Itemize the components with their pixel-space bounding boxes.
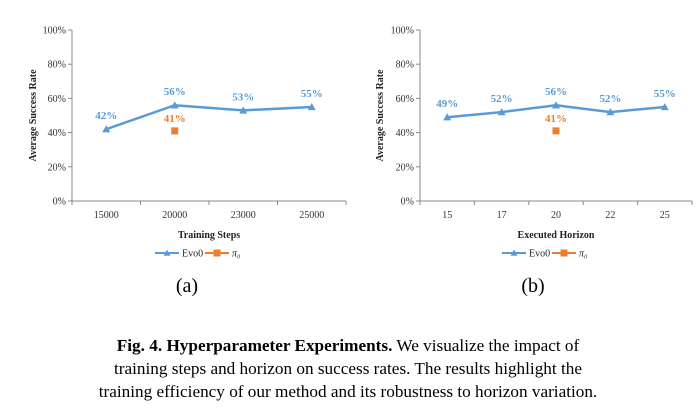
evo0-data-label: 42%: [95, 110, 117, 122]
x-axis-title: Training Steps: [178, 230, 240, 241]
x-tick-label: 22: [605, 210, 615, 221]
y-tick-label: 0%: [401, 197, 414, 208]
evo0-data-label: 49%: [436, 98, 458, 110]
evo0-data-label: 52%: [599, 93, 621, 105]
pi0-point: [171, 127, 179, 135]
evo0-data-label: 55%: [301, 88, 323, 100]
legend-pi0-label: π₀: [232, 249, 241, 260]
y-tick-label: 100%: [391, 26, 414, 37]
evo0-point: [660, 102, 669, 111]
pi0-data-label: 41%: [164, 113, 186, 125]
pi0-data-label: 41%: [545, 113, 567, 125]
y-tick-label: 0%: [53, 197, 66, 208]
caption-bold-title: Hyperparameter Experiments.: [166, 336, 393, 355]
figure-caption: Fig. 4. Hyperparameter Experiments. We v…: [0, 334, 696, 403]
x-tick-label: 15: [442, 210, 452, 221]
x-tick-label: 20: [551, 210, 561, 221]
x-tick-label: 23000: [231, 210, 256, 221]
caption-text-1: We visualize the impact of: [396, 336, 580, 355]
evo0-series-line: [105, 103, 312, 131]
evo0-data-label: 55%: [654, 88, 676, 100]
legend-evo0-marker: [163, 249, 171, 256]
evo0-point: [552, 101, 560, 109]
charts-figure: 0% 20% 40% 60% 80% 100% 15000 20000 23000 25000 Av…: [28, 26, 693, 297]
y-tick-label: 80%: [396, 60, 414, 71]
evo0-point: [307, 102, 316, 111]
x-tick-label: 17: [497, 210, 507, 221]
y-tick-label: 20%: [396, 162, 414, 173]
y-tick-label: 100%: [43, 26, 66, 37]
evo0-data-label: 56%: [545, 86, 567, 98]
y-tick-label: 20%: [48, 162, 66, 173]
legend-evo0-marker: [510, 249, 518, 256]
caption-line-3: training efficiency of our method and it…: [98, 382, 598, 401]
y-tick-label: 40%: [48, 128, 66, 139]
subplot-label: (b): [521, 275, 544, 297]
legend-pi0-marker: [213, 249, 221, 257]
evo0-data-label: 56%: [164, 86, 186, 98]
legend-pi0-label: π₀: [579, 249, 588, 260]
subplot-label: (a): [176, 275, 198, 297]
legend-evo0-label: Evo0: [529, 249, 550, 260]
evo0-point: [497, 108, 506, 116]
y-tick-label: 60%: [48, 94, 66, 105]
evo0-point: [239, 106, 248, 114]
caption-label: Fig. 4.: [116, 336, 163, 355]
legend-pi0-marker: [560, 249, 568, 257]
x-tick-label: 25000: [299, 210, 324, 221]
y-axis-title: Average Success Rate: [28, 69, 39, 162]
legend: Evo0 π₀: [502, 249, 588, 260]
y-tick-label: 40%: [396, 128, 414, 139]
evo0-point: [606, 108, 615, 116]
y-axis-title: Average Success Rate: [375, 69, 386, 162]
evo0-data-label: 52%: [491, 93, 513, 105]
evo0-point: [443, 113, 452, 121]
x-tick-label: 20000: [162, 210, 187, 221]
caption-line-2: training steps and horizon on success ra…: [114, 359, 582, 378]
legend: Evo0 π₀: [155, 249, 241, 260]
x-tick-label: 15000: [94, 210, 119, 221]
legend-evo0-label: Evo0: [182, 249, 203, 260]
y-tick-label: 60%: [396, 94, 414, 105]
evo0-point: [170, 101, 179, 109]
x-axis-title: Executed Horizon: [518, 230, 595, 241]
y-tick-label: 80%: [48, 60, 66, 71]
chart-1: 0% 20% 40% 60% 80% 100% 15 17 20 22 25 Average Succ…: [375, 26, 693, 297]
caption-line-1: Fig. 4. Hyperparameter Experiments. We v…: [0, 334, 696, 357]
x-tick-label: 25: [660, 210, 670, 221]
pi0-point: [552, 127, 560, 135]
evo0-data-label: 53%: [232, 91, 254, 103]
chart-0: 0% 20% 40% 60% 80% 100% 15000 20000 23000 25000 Av…: [28, 26, 347, 297]
evo0-point: [102, 125, 111, 133]
